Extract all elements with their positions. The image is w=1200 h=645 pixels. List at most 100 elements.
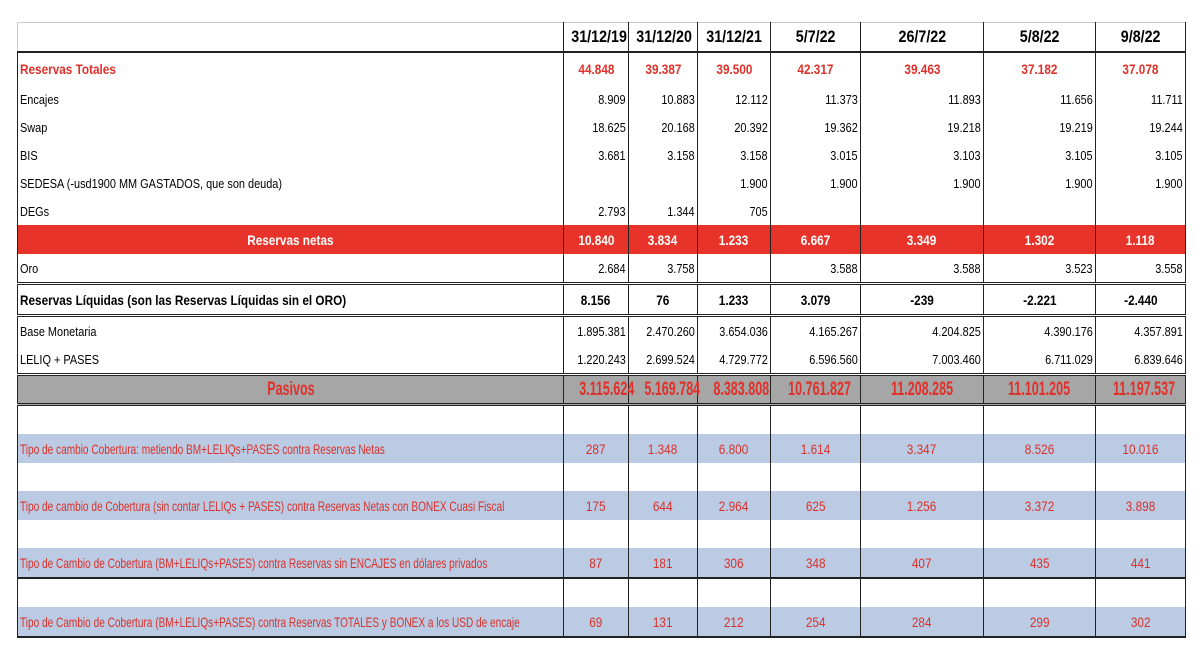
table-row <box>17 520 1186 548</box>
value-cell-text: 37.182 <box>1021 61 1058 77</box>
row-label <box>17 577 564 607</box>
value-cell-text: 10.761.827 <box>788 378 851 400</box>
value-cell <box>860 520 984 548</box>
value-cell: 19.244 <box>1095 113 1186 141</box>
table-row: Reservas netas 10.840 3.834 1.233 6.667 3.349… <box>17 225 1186 254</box>
value-cell <box>860 577 984 607</box>
value-cell: 1.900 <box>770 169 861 197</box>
table-row <box>17 463 1186 491</box>
value-cell <box>628 404 698 434</box>
value-cell: 1.118 <box>1095 225 1186 254</box>
row-label: LELIQ + PASES <box>17 345 564 375</box>
row-label: Tipo de cambio Cobertura: metiendo BM+LE… <box>17 434 564 463</box>
row-label: Oro <box>17 254 564 284</box>
value-cell: 39.500 <box>697 52 771 85</box>
value-cell-text: 3.898 <box>1125 497 1156 514</box>
value-cell-text: 1.302 <box>1024 231 1055 248</box>
row-label-text: LELIQ + PASES <box>20 351 100 367</box>
column-header-text: 31/12/19 <box>571 27 627 46</box>
row-label-text: Tipo de cambio Cobertura: metiendo BM+LE… <box>20 440 385 457</box>
value-cell <box>1095 577 1186 607</box>
value-cell: 4.204.825 <box>860 315 984 345</box>
value-cell <box>697 520 771 548</box>
value-cell-text: 19.362 <box>824 119 858 135</box>
value-cell-text: 3.103 <box>953 147 981 163</box>
value-cell-text: 1.900 <box>1065 175 1093 191</box>
value-cell: 284 <box>860 607 984 638</box>
value-cell <box>770 197 861 225</box>
value-cell: 39.463 <box>860 52 984 85</box>
row-label: Reservas Totales <box>17 52 564 85</box>
value-cell-text: 1.895.381 <box>577 323 626 339</box>
value-cell: 4.729.772 <box>697 345 771 375</box>
value-cell-text: 705 <box>749 203 768 219</box>
value-cell: 7.003.460 <box>860 345 984 375</box>
table-row <box>17 577 1186 607</box>
value-cell-text: 3.558 <box>1155 260 1183 276</box>
value-cell-text: 19.218 <box>947 119 981 135</box>
value-cell-text: 3.588 <box>830 260 858 276</box>
value-cell: 3.558 <box>1095 254 1186 284</box>
column-header: 31/12/21 <box>697 22 771 53</box>
value-cell-text: 87 <box>589 554 603 571</box>
value-cell: 4.390.176 <box>983 315 1096 345</box>
row-label: DEGs <box>17 197 564 225</box>
value-cell: 212 <box>697 607 771 638</box>
column-header-text: 26/7/22 <box>898 27 946 46</box>
value-cell: 3.105 <box>983 141 1096 169</box>
value-cell <box>770 404 861 434</box>
value-cell <box>628 520 698 548</box>
value-cell-text: 284 <box>912 613 932 630</box>
column-header-text: 5/8/22 <box>1019 27 1060 46</box>
value-cell-text: 4.204.825 <box>932 323 981 339</box>
value-cell <box>770 577 861 607</box>
value-cell-text: 11.656 <box>1060 91 1093 107</box>
value-cell: 3.015 <box>770 141 861 169</box>
value-cell: 20.168 <box>628 113 698 141</box>
value-cell: 8.383.808 <box>697 373 771 406</box>
value-cell-text: 3.654.036 <box>719 323 768 339</box>
column-header: 26/7/22 <box>860 22 984 53</box>
value-cell <box>983 577 1096 607</box>
column-header-text: 5/7/22 <box>795 27 836 46</box>
value-cell-text: 8.156 <box>581 291 611 308</box>
row-label-text: Reservas netas <box>247 231 334 248</box>
value-cell-text: 10.883 <box>661 91 695 107</box>
value-cell-text: 212 <box>724 613 744 630</box>
value-cell: 37.078 <box>1095 52 1186 85</box>
row-label-text: Swap <box>20 119 48 135</box>
value-cell-text: 6.667 <box>800 231 831 248</box>
value-cell: 11.711 <box>1095 85 1186 113</box>
value-cell-text: 2.964 <box>719 497 749 514</box>
value-cell: 37.182 <box>983 52 1096 85</box>
row-label: Reservas Líquidas (son las Reservas Líqu… <box>17 282 564 317</box>
value-cell: 254 <box>770 607 861 638</box>
value-cell: 19.362 <box>770 113 861 141</box>
value-cell: 2.684 <box>563 254 629 284</box>
row-label-text: Reservas Líquidas (son las Reservas Líqu… <box>20 291 347 308</box>
value-cell: -239 <box>860 282 984 317</box>
value-cell <box>697 254 771 284</box>
row-label: Encajes <box>17 85 564 113</box>
value-cell: 3.158 <box>628 141 698 169</box>
table-row: DEGs 2.793 1.344 705 <box>17 197 1186 225</box>
row-label: BIS <box>17 141 564 169</box>
value-cell-text: 4.390.176 <box>1044 323 1093 339</box>
table-row: Pasivos 3.115.624 5.169.784 8.383.808 10.761… <box>17 373 1186 406</box>
value-cell <box>563 520 629 548</box>
value-cell: 1.614 <box>770 434 861 463</box>
value-cell-text: 19.244 <box>1149 119 1183 135</box>
value-cell-text: 42.317 <box>797 61 834 77</box>
value-cell: 3.681 <box>563 141 629 169</box>
value-cell: 19.219 <box>983 113 1096 141</box>
value-cell-text: 435 <box>1029 554 1050 571</box>
value-cell: 1.900 <box>983 169 1096 197</box>
value-cell <box>983 404 1096 434</box>
value-cell: 407 <box>860 548 984 578</box>
row-label-text: Oro <box>20 260 39 276</box>
value-cell <box>770 520 861 548</box>
value-cell: 299 <box>983 607 1096 638</box>
value-cell: 3.758 <box>628 254 698 284</box>
value-cell <box>1095 404 1186 434</box>
column-header-text: 9/8/22 <box>1120 27 1161 46</box>
